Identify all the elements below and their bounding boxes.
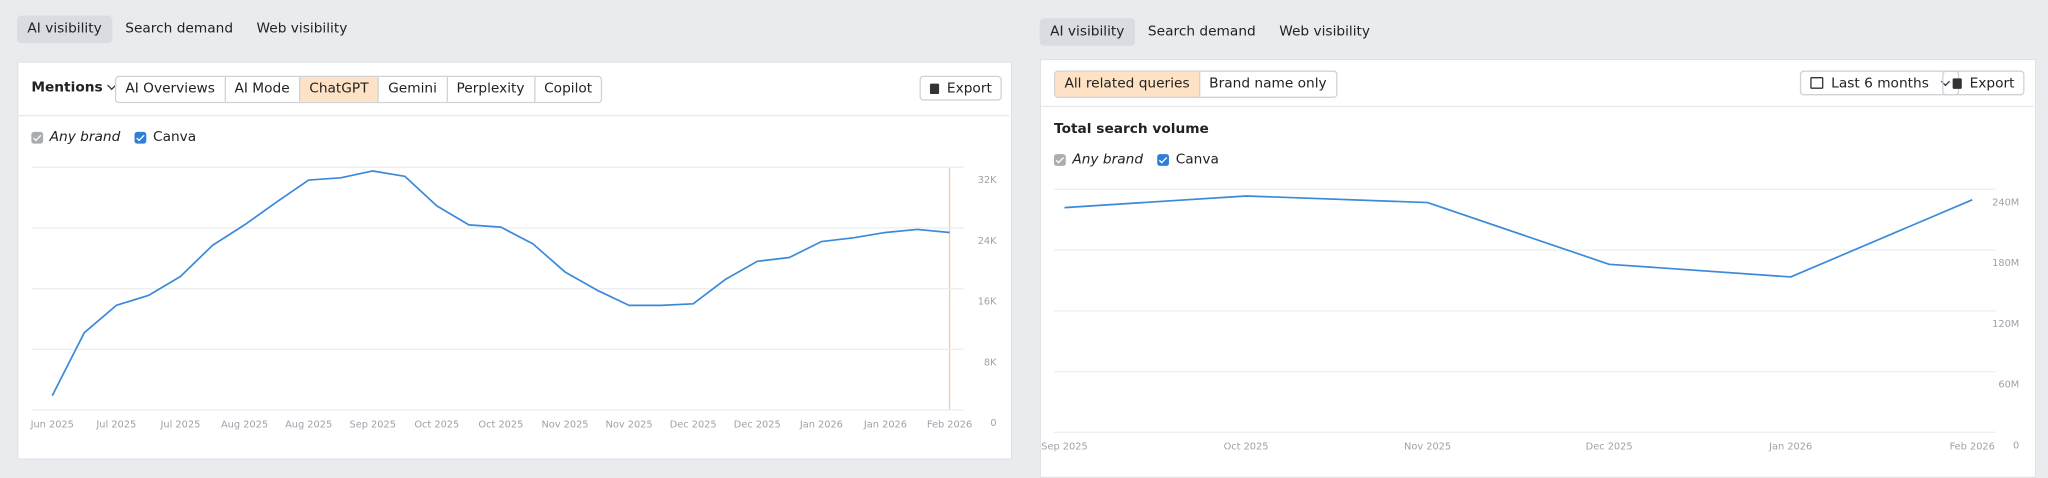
query-button[interactable]: All related queries <box>1055 71 1199 97</box>
tab[interactable]: Search demand <box>125 20 234 37</box>
x-tick-label: Nov 2025 <box>541 419 588 430</box>
x-tick-label: Dec 2025 <box>670 419 717 430</box>
engine-group: AI Overviews AI Mode ChatGPT Gemini Perplexi… <box>114 75 603 104</box>
engine-button[interactable]: AI Overviews <box>125 80 215 97</box>
checkbox[interactable] <box>1054 153 1066 166</box>
x-tick-label: Feb 2026 <box>927 419 972 430</box>
period-select[interactable]: Last 6 months <box>1799 70 1959 96</box>
checkbox[interactable] <box>134 131 147 144</box>
chart-title: Total search volume <box>1054 121 1209 138</box>
y-tick-label: 60M <box>1998 380 2019 391</box>
export: Export <box>946 80 992 96</box>
x-tick-label: Jan 2026 <box>863 419 907 430</box>
divider <box>1040 105 2034 108</box>
x-tick-label: Dec 2025 <box>734 419 781 430</box>
export-button[interactable]: Export <box>1942 70 2025 96</box>
metric: Mentions <box>31 79 103 96</box>
x-tick-label: Jan 2026 <box>1768 442 1812 453</box>
export: Export <box>1969 75 2015 91</box>
right-card <box>1039 58 2037 478</box>
x-tick-label: Nov 2025 <box>1404 442 1451 453</box>
y-tick-label: 16K <box>978 297 997 308</box>
legend: Any brand Canva <box>31 129 196 145</box>
y-tick-label: 0 <box>990 418 996 429</box>
x-tick-label: Oct 2025 <box>1224 442 1269 453</box>
query-button[interactable]: Brand name only <box>1198 71 1336 97</box>
divider <box>18 114 1010 117</box>
metric-select[interactable]: Mentions <box>31 79 116 96</box>
legend: Any brand Canva <box>1054 151 1219 168</box>
left-tabs: AI visibility Search demand Web visibility <box>16 15 358 44</box>
y-tick-label: 8K <box>984 357 997 368</box>
checkbox[interactable] <box>31 131 44 144</box>
export-button[interactable]: Export <box>919 75 1003 101</box>
period: Last 6 months <box>1831 75 1929 91</box>
x-tick-label: Jan 2026 <box>799 419 843 430</box>
tab[interactable]: AI visibility <box>16 15 113 44</box>
left-card <box>16 61 1013 460</box>
x-tick-label: Jul 2025 <box>160 419 201 430</box>
tab[interactable]: AI visibility <box>1039 18 1135 46</box>
x-tick-label: Aug 2025 <box>221 419 268 430</box>
y-tick-label: 24K <box>978 236 997 247</box>
tab[interactable]: Web visibility <box>256 20 348 37</box>
engine-button[interactable]: Gemini <box>377 77 446 102</box>
y-tick-label: 240M <box>1992 197 2019 208</box>
y-tick-label: 180M <box>1992 258 2019 269</box>
engine-button[interactable]: Copilot <box>533 77 602 102</box>
x-tick-label: Oct 2025 <box>478 419 523 430</box>
x-tick-label: Oct 2025 <box>414 419 459 430</box>
x-tick-label: Jul 2025 <box>95 419 136 430</box>
engine-button[interactable]: AI Mode <box>224 77 299 102</box>
data-line <box>51 170 950 397</box>
tab[interactable]: Web visibility <box>1279 23 1371 40</box>
x-tick-label: Sep 2025 <box>349 419 395 430</box>
engine-button[interactable]: Perplexity <box>446 77 534 102</box>
legend-item: Any brand <box>1072 151 1144 168</box>
x-tick-label: Aug 2025 <box>285 419 332 430</box>
checkbox[interactable] <box>1157 153 1170 166</box>
legend-item: Any brand <box>49 129 121 145</box>
y-tick-label: 0 <box>2013 440 2019 451</box>
y-tick-label: 120M <box>1992 319 2019 330</box>
right-tabs: AI visibility Search demand Web visibility <box>1039 18 1381 46</box>
x-tick-label: Nov 2025 <box>606 419 653 430</box>
data-line <box>1064 195 1973 278</box>
x-tick-label: Feb 2026 <box>1950 442 1995 453</box>
y-tick-label: 32K <box>978 175 997 186</box>
x-tick-label: Dec 2025 <box>1586 442 1633 453</box>
legend-item: Canva <box>152 129 197 145</box>
engine-button[interactable]: ChatGPT <box>298 77 378 102</box>
x-tick-label: Jun 2025 <box>30 419 74 430</box>
legend-item: Canva <box>1175 151 1219 168</box>
tab[interactable]: Search demand <box>1147 23 1256 40</box>
query-group: All related queries Brand name only <box>1054 70 1338 98</box>
x-tick-label: Sep 2025 <box>1041 442 1087 453</box>
